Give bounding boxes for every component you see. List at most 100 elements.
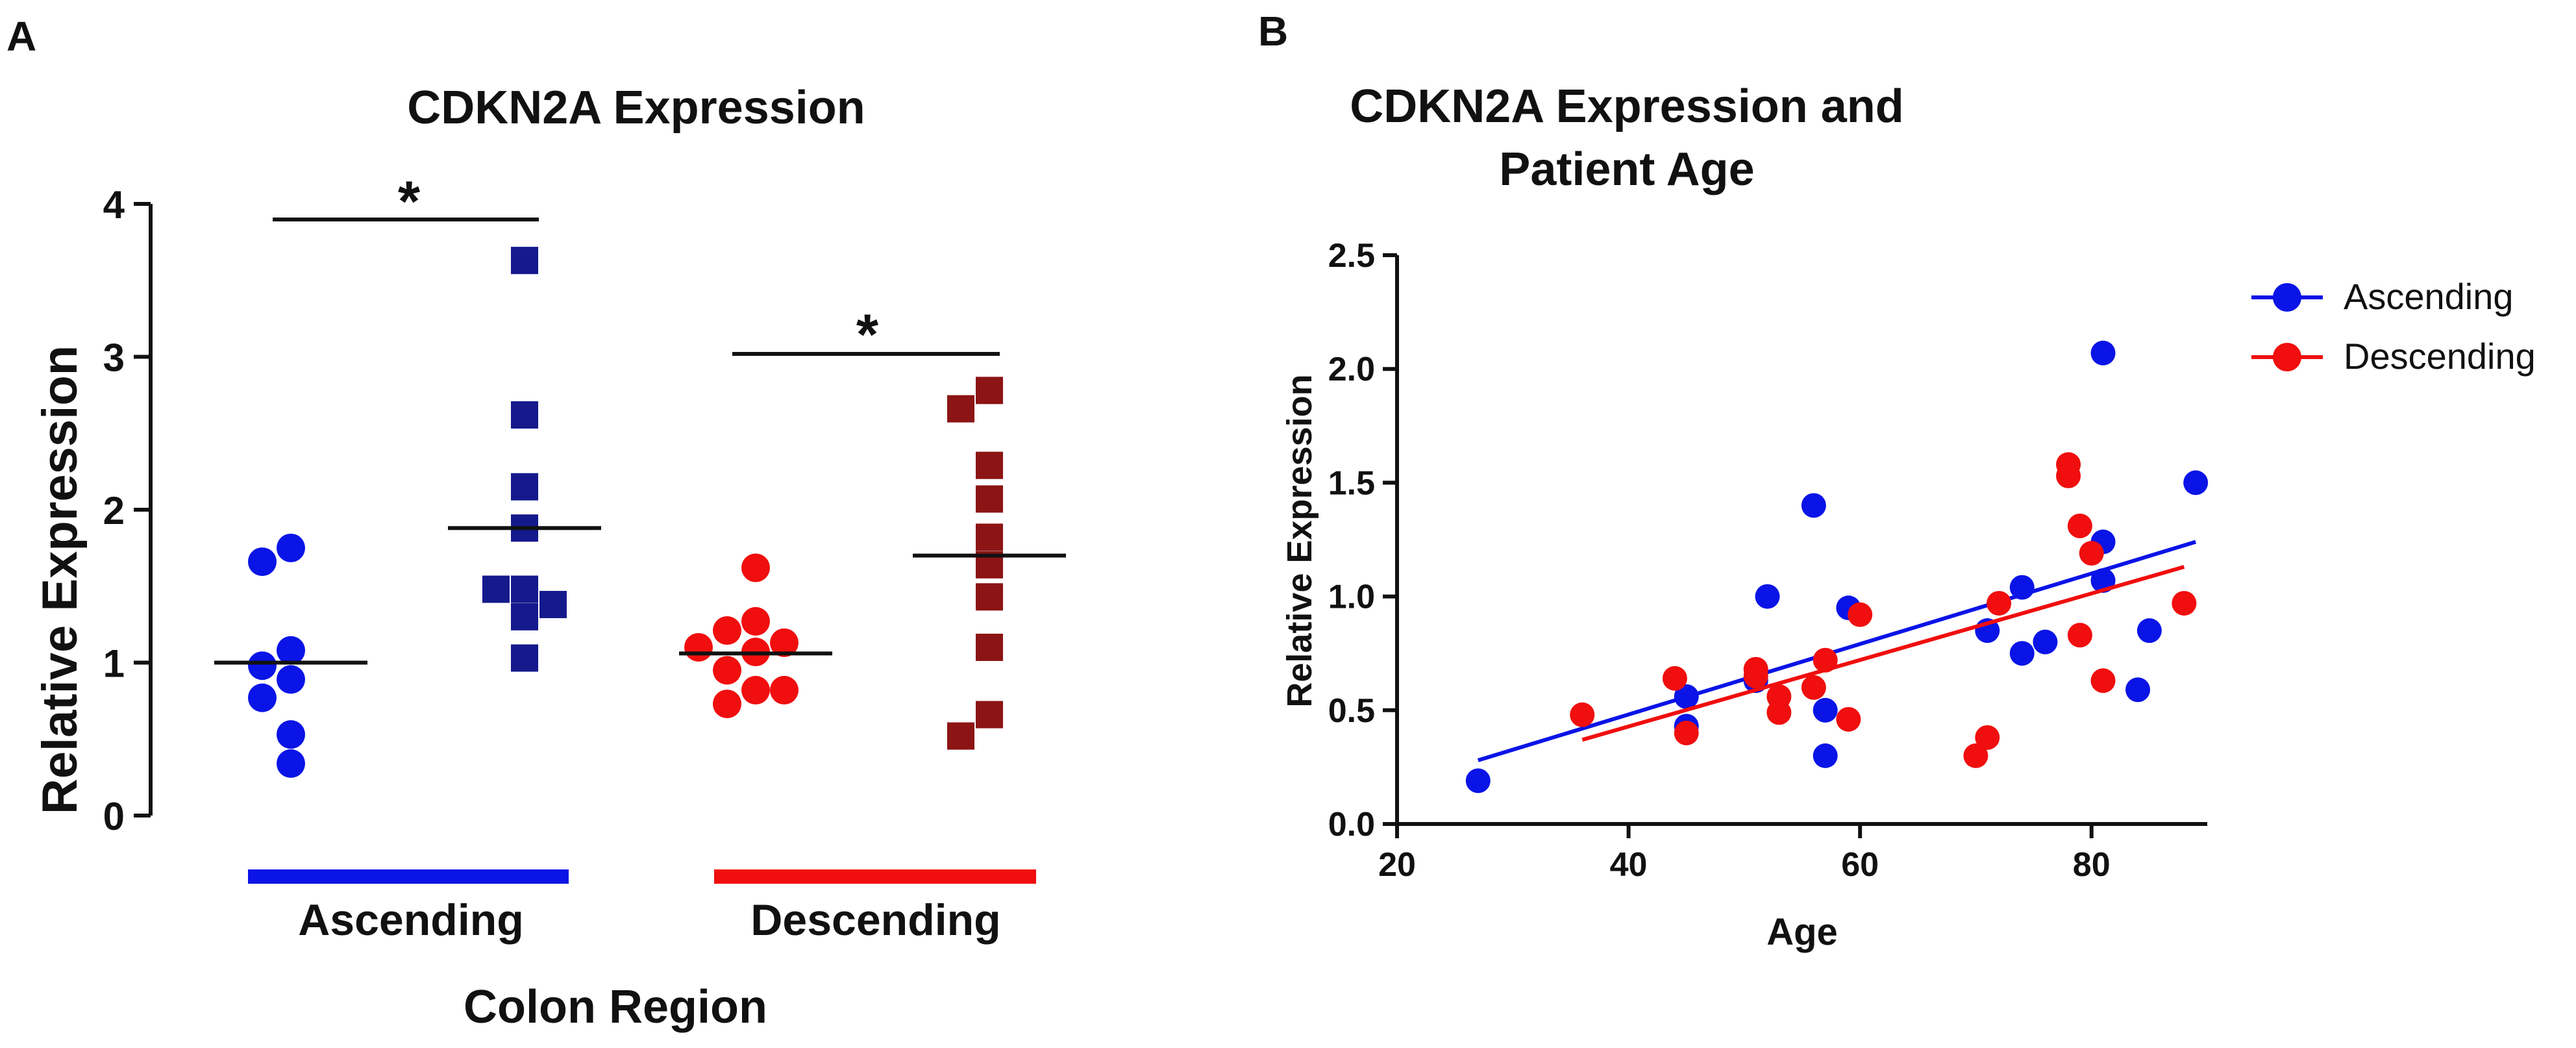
- chart-a-series-1: [448, 247, 601, 672]
- chart-a-y-tick-label: 1: [103, 642, 125, 686]
- data-point: [770, 628, 799, 657]
- data-point: [511, 401, 538, 429]
- data-point: [976, 523, 1003, 551]
- data-point: [2183, 470, 2209, 495]
- legend-ascending-label: Ascending: [2344, 276, 2514, 317]
- data-point: [1766, 700, 1792, 725]
- legend-ascending-marker: [2273, 283, 2301, 312]
- data-point: [277, 533, 305, 562]
- data-point: [1743, 664, 1768, 689]
- data-point: [482, 575, 510, 603]
- data-point: [277, 749, 305, 778]
- chart-a-series-0: [214, 533, 367, 778]
- chart-a-series-2: [679, 553, 832, 719]
- data-point: [976, 451, 1003, 479]
- data-point: [1963, 743, 1988, 768]
- data-point: [947, 722, 974, 750]
- data-point: [2056, 463, 2081, 488]
- data-point: [277, 665, 305, 694]
- data-point: [511, 575, 538, 603]
- chart-b-y-tick-label: 2.0: [1328, 351, 1375, 388]
- data-point: [1848, 602, 1873, 627]
- data-point: [511, 247, 538, 275]
- regression-line: [1581, 565, 2185, 742]
- data-point: [1801, 675, 1826, 700]
- chart-a-y-tick-label: 2: [103, 489, 125, 532]
- data-point: [684, 632, 713, 662]
- data-point: [248, 683, 277, 712]
- data-point: [976, 583, 1003, 611]
- data-point: [2009, 641, 2035, 666]
- data-point: [2172, 591, 2197, 616]
- group-label-ascending: Ascending: [298, 895, 524, 945]
- chart-a-title: CDKN2A Expression: [407, 82, 865, 134]
- data-point: [976, 701, 1003, 729]
- chart-a-series-3: [913, 377, 1066, 750]
- chart-b-y-tick-label: 2.5: [1328, 237, 1375, 275]
- data-point: [1662, 666, 1687, 691]
- data-point: [1813, 743, 1838, 768]
- chart-a-ylabel: Relative Expression: [32, 345, 88, 814]
- chart-b-ylabel: Relative Expression: [1280, 374, 1319, 707]
- chart-b-y-tick-label: 0.0: [1328, 806, 1375, 843]
- data-point: [248, 547, 277, 577]
- data-point: [511, 603, 538, 630]
- data-point: [947, 395, 974, 423]
- chart-b-y-tick-label: 1.5: [1328, 464, 1375, 502]
- data-point: [713, 656, 741, 685]
- data-point: [770, 675, 799, 705]
- panel-a-chart: CDKN2A Expression Relative Expression Co…: [32, 82, 1066, 1033]
- data-point: [1801, 493, 1826, 518]
- data-point: [511, 644, 538, 672]
- data-point: [1813, 697, 1838, 723]
- data-point: [1755, 584, 1780, 609]
- data-point: [713, 616, 741, 645]
- chart-b-title-line2: Patient Age: [1499, 143, 1754, 195]
- data-point: [539, 591, 567, 619]
- data-point: [1674, 684, 1699, 709]
- chart-a-y-tick-label: 0: [103, 795, 125, 838]
- data-point: [248, 651, 277, 680]
- data-point: [1987, 591, 2012, 616]
- data-point: [277, 636, 305, 665]
- data-point: [1813, 647, 1838, 673]
- data-point: [1674, 720, 1699, 745]
- panel-a-label: A: [6, 13, 36, 60]
- chart-a-xlabel: Colon Region: [464, 981, 767, 1033]
- data-point: [976, 377, 1003, 405]
- significance-star-descending: *: [856, 302, 879, 366]
- data-point: [713, 690, 741, 719]
- chart-b-y-tick-label: 1.0: [1328, 579, 1375, 616]
- data-point: [277, 720, 305, 749]
- data-point: [2079, 541, 2104, 566]
- legend-descending-marker: [2273, 343, 2301, 371]
- data-point: [2067, 623, 2092, 648]
- data-point: [741, 606, 770, 636]
- data-point: [2090, 668, 2116, 693]
- chart-a-y-tick-label: 4: [103, 183, 125, 227]
- panel-b-label: B: [1258, 8, 1288, 55]
- data-point: [1465, 768, 1491, 793]
- chart-b-x-tick-label: 40: [1610, 846, 1648, 884]
- chart-b-x-tick-label: 60: [1841, 846, 1879, 884]
- data-point: [2033, 629, 2058, 655]
- data-point: [1836, 706, 1861, 732]
- data-point: [741, 675, 770, 705]
- chart-b-xlabel: Age: [1766, 911, 1838, 953]
- data-point: [976, 633, 1003, 661]
- data-point: [2090, 340, 2116, 366]
- chart-b-series-1: [1570, 452, 2197, 768]
- data-point: [2067, 513, 2092, 538]
- data-point: [511, 473, 538, 501]
- data-point: [1570, 702, 1595, 727]
- data-point: [2009, 575, 2035, 600]
- chart-b-x-tick-label: 80: [2073, 846, 2111, 884]
- data-point: [2125, 677, 2151, 703]
- data-point: [1975, 725, 2000, 750]
- panel-b-chart: CDKN2A Expression and Patient Age Relati…: [1280, 81, 2536, 953]
- group-label-descending: Descending: [750, 895, 1000, 945]
- chart-b-title-line1: CDKN2A Expression and: [1350, 81, 1904, 132]
- chart-b-y-tick-label: 0.5: [1328, 692, 1375, 730]
- legend-descending-label: Descending: [2344, 336, 2536, 377]
